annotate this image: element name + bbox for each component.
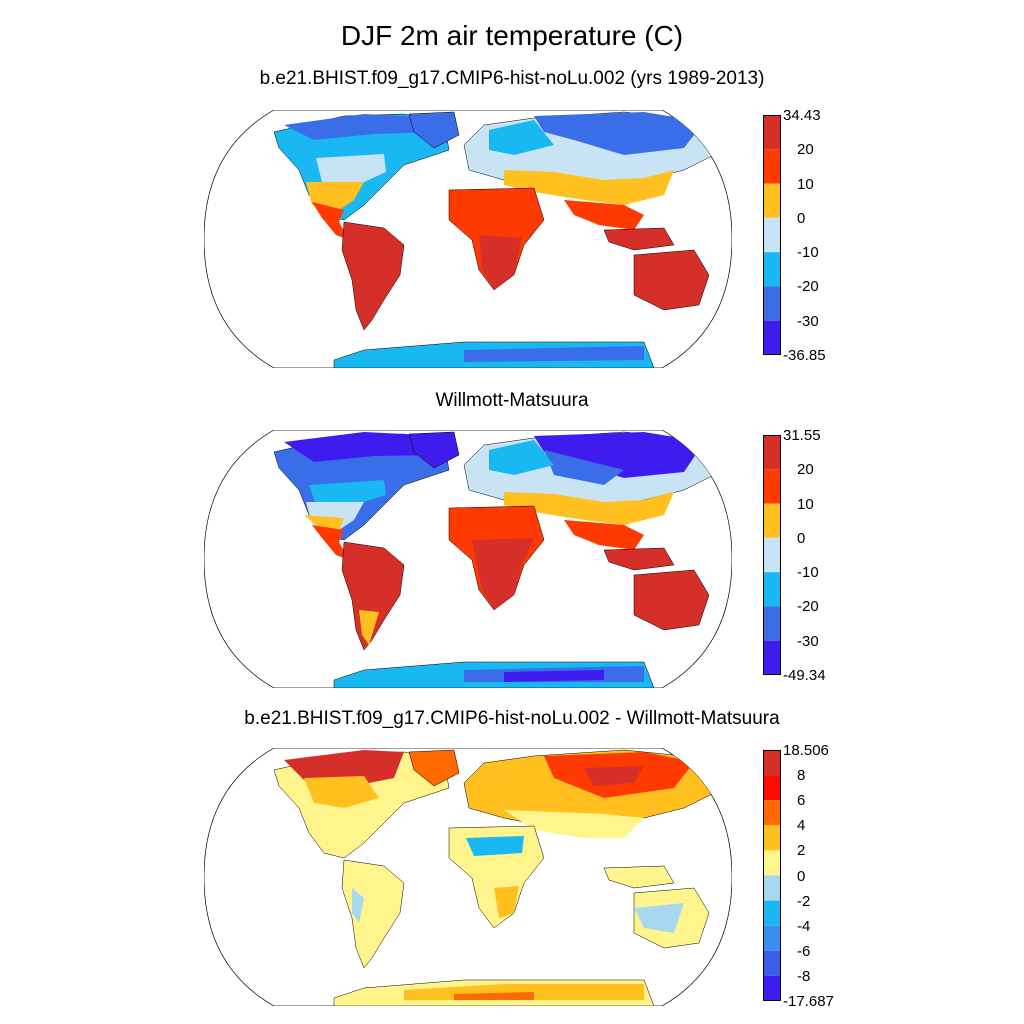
colorbar-label: 6 — [797, 792, 806, 810]
colorbar-label: 20 — [797, 141, 814, 159]
colorbar-segment — [763, 537, 781, 573]
colorbar-label: 10 — [797, 495, 814, 513]
colorbar-label: 2 — [797, 842, 806, 860]
panel-3-land — [273, 749, 725, 1006]
colorbar-segment — [763, 572, 781, 607]
colorbar-segment — [763, 115, 781, 150]
colorbar-border — [763, 750, 781, 1001]
colorbar-label: -17.687 — [783, 993, 834, 1010]
colorbar-segment — [763, 217, 781, 253]
colorbar-segment — [763, 469, 781, 504]
colorbar-segment — [763, 975, 781, 1001]
panel-2-map — [203, 429, 733, 689]
panel-1-colorbar: 34.43 20 10 0 -10 -20 -30 -36.85 — [763, 108, 826, 363]
colorbar-label: -6 — [797, 942, 811, 960]
colorbar-segment — [763, 435, 781, 470]
colorbar-label: 18.506 — [783, 742, 829, 759]
colorbar-segment — [763, 286, 781, 321]
colorbar-segment — [763, 775, 781, 801]
colorbar-label: 0 — [797, 529, 806, 547]
colorbar-segment — [763, 149, 781, 184]
colorbar-label: 8 — [797, 767, 806, 785]
colorbar-segment — [763, 875, 781, 901]
colorbar-segment — [763, 750, 781, 776]
colorbar-label: -20 — [797, 598, 819, 616]
colorbar-segment — [763, 640, 781, 675]
colorbar-segment — [763, 320, 781, 355]
colorbar-segment — [763, 606, 781, 641]
colorbar-label: 10 — [797, 175, 814, 193]
colorbar-border — [763, 115, 781, 355]
colorbar-segment — [763, 252, 781, 287]
colorbar-segment — [763, 850, 781, 876]
colorbar-segment — [763, 925, 781, 951]
panel-3-map — [203, 747, 733, 1007]
colorbar-segment — [763, 950, 781, 976]
colorbar-segment — [763, 503, 781, 538]
colorbar-segment — [763, 825, 781, 851]
colorbar-segment — [763, 900, 781, 926]
colorbar-label: 31.55 — [783, 427, 821, 444]
panel-1-map — [203, 109, 733, 369]
colorbar-segment — [763, 183, 781, 218]
colorbar-label: -10 — [797, 244, 819, 262]
colorbar-label: -2 — [797, 892, 811, 910]
panel-1-land — [273, 111, 725, 368]
colorbar-segment — [763, 800, 781, 826]
panel-3-colorbar: 18.506 8 6 4 2 0 -2 -4 -6 -8 -17.687 — [763, 743, 834, 1009]
panel-2-colorbar: 31.55 20 10 0 -10 -20 -30 -49.34 — [763, 428, 826, 683]
colorbar-label: -30 — [797, 312, 819, 330]
figure-title: DJF 2m air temperature (C) — [340, 20, 684, 51]
colorbar-label: -4 — [797, 917, 811, 935]
colorbar-label: -30 — [797, 632, 819, 650]
colorbar-label: 0 — [797, 209, 806, 227]
colorbar-label: -20 — [797, 278, 819, 296]
colorbar-label: -10 — [797, 564, 819, 582]
colorbar-label: 4 — [797, 817, 806, 835]
panel-3-title: b.e21.BHIST.f09_g17.CMIP6-hist-noLu.002 … — [244, 708, 780, 729]
colorbar-label: 20 — [797, 461, 814, 479]
colorbar-label: -8 — [797, 967, 811, 985]
colorbar-label: 0 — [797, 867, 806, 885]
panel-2-land — [273, 431, 725, 688]
colorbar-label: -36.85 — [783, 347, 826, 364]
colorbar-label: -49.34 — [783, 667, 826, 684]
panel-1-title: b.e21.BHIST.f09_g17.CMIP6-hist-noLu.002 … — [259, 68, 765, 89]
panel-2-title: Willmott-Matsuura — [435, 390, 589, 411]
colorbar-label: 34.43 — [783, 107, 821, 124]
colorbar-border — [763, 435, 781, 675]
